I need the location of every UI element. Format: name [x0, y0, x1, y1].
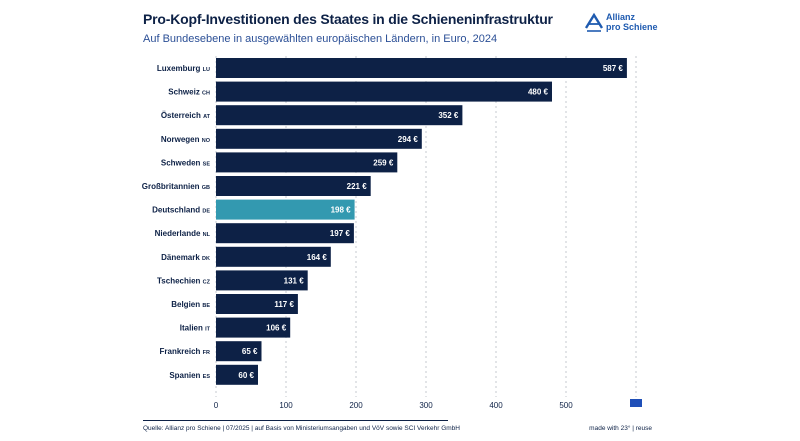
- footer-divider: [143, 420, 448, 421]
- category-label: Österreich AT: [161, 111, 211, 120]
- category-label: Dänemark DK: [161, 253, 210, 262]
- logo-wordmark: Allianz pro Schiene: [606, 12, 658, 32]
- country-code: AT: [203, 114, 211, 120]
- bar: [216, 246, 331, 267]
- country-code: FR: [203, 350, 210, 356]
- bar: [216, 364, 258, 385]
- country-name: Schweiz: [168, 88, 202, 97]
- bar: [216, 128, 422, 149]
- country-name: Tschechien: [157, 276, 203, 285]
- category-label: Luxemburg LU: [157, 64, 210, 73]
- category-label: Spanien ES: [169, 371, 210, 380]
- country-code: BE: [202, 303, 210, 309]
- x-tick-label: 0: [214, 401, 219, 410]
- bar: [216, 223, 354, 244]
- bar-value-label: 480 €: [528, 88, 549, 97]
- bar: [216, 81, 552, 102]
- country-name: Norwegen: [161, 135, 202, 144]
- bar-value-label: 117 €: [274, 300, 294, 309]
- bar-value-label: 294 €: [398, 135, 419, 144]
- country-name: Niederlande: [155, 229, 203, 238]
- bar-value-label: 587 €: [603, 64, 624, 73]
- brand-logo: Allianz pro Schiene: [584, 10, 658, 34]
- category-label: Schweden SE: [161, 158, 210, 167]
- x-tick-label: 200: [349, 401, 363, 410]
- x-tick-label: 400: [489, 401, 503, 410]
- category-label: Norwegen NO: [161, 135, 211, 144]
- bar-value-label: 352 €: [438, 111, 459, 120]
- country-code: DE: [202, 209, 210, 215]
- country-name: Österreich: [161, 111, 203, 120]
- country-name: Italien: [180, 324, 205, 333]
- source-note: Quelle: Allianz pro Schiene | 07/2025 | …: [143, 425, 460, 432]
- category-label: Deutschland DE: [152, 206, 210, 215]
- bar-value-label: 131 €: [284, 276, 305, 285]
- country-code: CH: [202, 91, 210, 97]
- logo-line-1: Allianz: [606, 12, 636, 22]
- bar: [216, 199, 355, 220]
- bar: [216, 270, 308, 291]
- category-label: Tschechien CZ: [157, 276, 211, 285]
- x-tick-label: 100: [279, 401, 293, 410]
- country-code: ES: [203, 374, 211, 380]
- bar-value-label: 198 €: [331, 206, 352, 215]
- category-label: Schweiz CH: [168, 88, 210, 97]
- country-name: Dänemark: [161, 253, 202, 262]
- bar-value-label: 221 €: [347, 182, 368, 191]
- chart-subtitle: Auf Bundesebene in ausgewählten europäis…: [143, 33, 498, 45]
- bar: [216, 152, 398, 173]
- bar: [216, 317, 291, 338]
- category-label: Großbritannien GB: [142, 182, 210, 191]
- category-label: Niederlande NL: [155, 229, 211, 238]
- bar-value-label: 60 €: [238, 371, 254, 380]
- eu-flag-icon: [630, 399, 642, 407]
- country-code: LU: [203, 67, 210, 73]
- country-name: Großbritannien: [142, 182, 202, 191]
- bar-value-label: 197 €: [330, 229, 351, 238]
- category-label: Belgien BE: [171, 300, 210, 309]
- bar: [216, 341, 262, 362]
- country-name: Belgien: [171, 300, 202, 309]
- country-name: Spanien: [169, 371, 202, 380]
- country-name: Deutschland: [152, 206, 202, 215]
- country-code: GB: [202, 185, 210, 191]
- category-label: Italien IT: [180, 324, 211, 333]
- credit-note: made with 23° | reuse: [589, 425, 652, 432]
- bar: [216, 294, 298, 314]
- logo-line-2: pro Schiene: [606, 22, 658, 32]
- bar-value-label: 65 €: [242, 347, 258, 356]
- bar-value-label: 259 €: [373, 158, 394, 167]
- category-label: Frankreich FR: [160, 347, 211, 356]
- country-name: Schweden: [161, 158, 203, 167]
- country-code: NL: [203, 232, 211, 238]
- x-tick-label: 300: [419, 401, 433, 410]
- bar: [216, 176, 371, 196]
- country-code: IT: [205, 327, 211, 333]
- country-code: NO: [202, 138, 211, 144]
- bar-value-label: 164 €: [307, 253, 328, 262]
- chart-title: Pro-Kopf-Investitionen des Staates in di…: [143, 11, 553, 27]
- country-code: DK: [202, 256, 210, 262]
- bar: [216, 105, 463, 126]
- x-tick-label: 500: [559, 401, 573, 410]
- country-name: Luxemburg: [157, 64, 203, 73]
- bar-value-label: 106 €: [266, 324, 287, 333]
- allianz-pro-schiene-logo-icon: [584, 12, 604, 32]
- country-code: CZ: [203, 279, 211, 285]
- country-code: SE: [203, 161, 211, 167]
- bar: [216, 58, 627, 78]
- country-name: Frankreich: [160, 347, 203, 356]
